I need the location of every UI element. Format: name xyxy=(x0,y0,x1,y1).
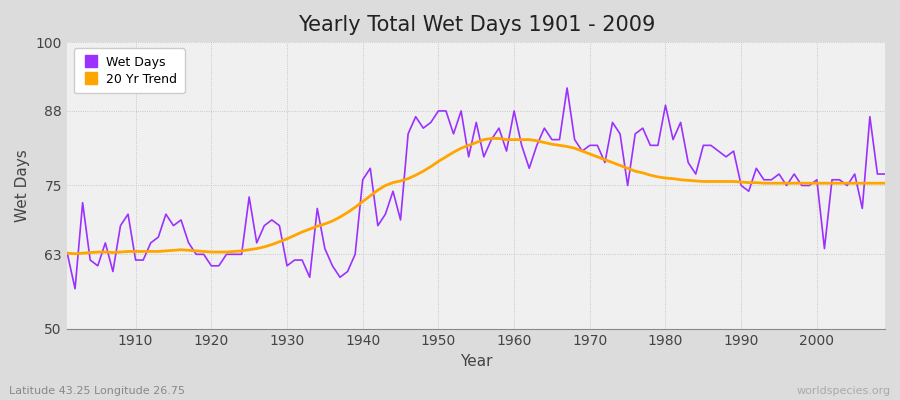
Text: Latitude 43.25 Longitude 26.75: Latitude 43.25 Longitude 26.75 xyxy=(9,386,185,396)
Wet Days xyxy=(130,258,141,262)
Wet Days xyxy=(562,86,572,90)
Text: worldspecies.org: worldspecies.org xyxy=(796,386,891,396)
Y-axis label: Wet Days: Wet Days xyxy=(15,149,30,222)
Line: 20 Yr Trend: 20 Yr Trend xyxy=(68,138,885,254)
20 Yr Trend xyxy=(615,163,626,168)
20 Yr Trend xyxy=(297,230,308,234)
Wet Days xyxy=(62,252,73,257)
Wet Days xyxy=(342,269,353,274)
20 Yr Trend xyxy=(69,251,80,256)
Line: Wet Days: Wet Days xyxy=(68,88,885,289)
20 Yr Trend xyxy=(486,136,497,141)
Wet Days xyxy=(615,132,626,136)
20 Yr Trend xyxy=(524,137,535,142)
20 Yr Trend xyxy=(879,181,890,186)
Wet Days xyxy=(297,258,308,262)
Wet Days xyxy=(517,143,527,148)
X-axis label: Year: Year xyxy=(460,354,492,369)
20 Yr Trend xyxy=(62,251,73,256)
Wet Days xyxy=(69,286,80,291)
20 Yr Trend xyxy=(130,249,141,254)
Legend: Wet Days, 20 Yr Trend: Wet Days, 20 Yr Trend xyxy=(74,48,184,93)
Wet Days xyxy=(879,172,890,176)
20 Yr Trend xyxy=(517,137,527,142)
Wet Days xyxy=(508,108,519,113)
20 Yr Trend xyxy=(342,210,353,215)
Title: Yearly Total Wet Days 1901 - 2009: Yearly Total Wet Days 1901 - 2009 xyxy=(298,15,655,35)
